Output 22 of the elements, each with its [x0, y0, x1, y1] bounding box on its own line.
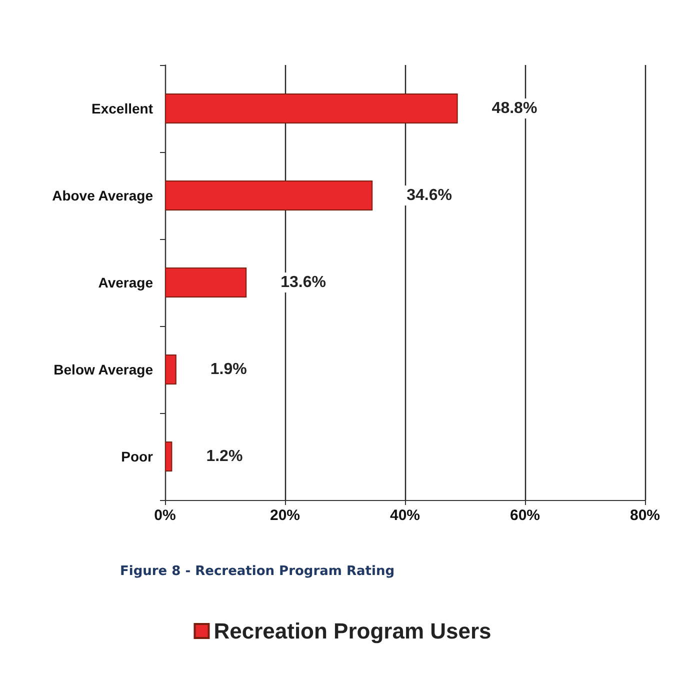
bar	[165, 268, 247, 298]
data-label: 1.2%	[206, 448, 243, 465]
y-tick-label: Average	[98, 274, 154, 290]
data-label: 48.8%	[492, 100, 538, 117]
y-tick-label: Above Average	[52, 188, 154, 204]
x-tick-label: 60%	[510, 507, 540, 524]
y-tick-label: Poor	[121, 448, 154, 464]
bar	[165, 94, 458, 124]
y-tick-label: Excellent	[92, 100, 154, 116]
data-label: 1.9%	[210, 361, 247, 378]
data-label: 13.6%	[280, 274, 326, 291]
bar	[165, 442, 172, 472]
x-tick-label: 20%	[270, 507, 300, 524]
y-tick-label: Below Average	[54, 362, 154, 378]
legend-label: Recreation Program Users	[214, 618, 492, 644]
bar	[165, 180, 373, 210]
bar	[165, 354, 176, 384]
caption: Figure 8 - Recreation Program Rating	[120, 564, 395, 579]
x-tick-label: 80%	[630, 507, 660, 524]
x-tick-label: 0%	[154, 507, 176, 524]
data-label: 34.6%	[406, 187, 452, 204]
x-tick-label: 40%	[390, 507, 420, 524]
